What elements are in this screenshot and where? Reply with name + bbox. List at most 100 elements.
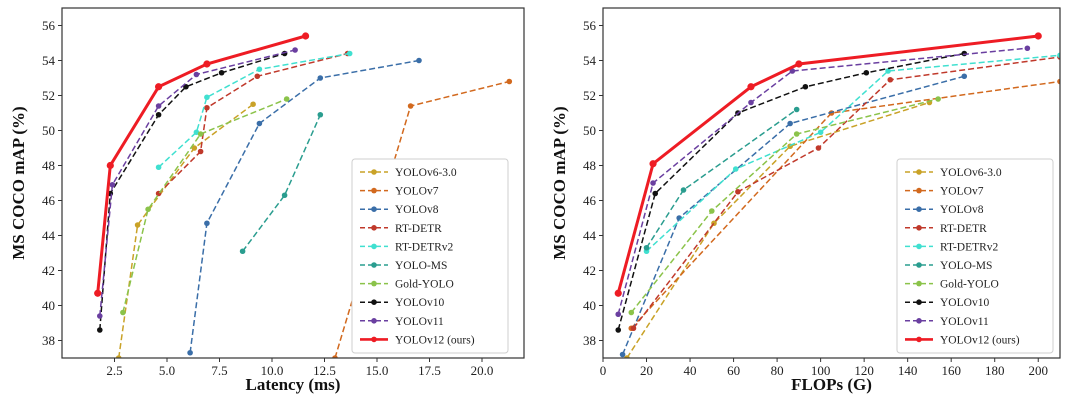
legend-marker-gold-yolo bbox=[371, 280, 377, 287]
data-point-yolov6-3-0 bbox=[115, 355, 122, 358]
x-axis-label: Latency (ms) bbox=[246, 375, 341, 394]
legend-label-yolov10: YOLOv10 bbox=[940, 297, 989, 309]
series-line-yolov10 bbox=[99, 52, 285, 331]
data-point-gold-yolo bbox=[145, 206, 151, 213]
data-point-rt-detr bbox=[254, 73, 261, 80]
flops-panel: 38 40 42 44 46 48 50 52 54 56 0 20 40 60 80 100 120 140 16… bbox=[550, 7, 1061, 394]
x-tick-label: 180 bbox=[985, 363, 1005, 378]
data-point-rt-detr bbox=[204, 104, 210, 111]
latency-panel: 38 40 42 44 46 48 50 52 54 56 2.5 5.0 7.5 10.0 12.5 15.… bbox=[9, 7, 525, 394]
x-tick-label: 160 bbox=[941, 363, 961, 378]
x-axis-label: FLOPs (G) bbox=[791, 375, 872, 394]
legend-marker-yolov8 bbox=[916, 206, 922, 212]
data-point-yolov11 bbox=[193, 71, 200, 78]
series-group bbox=[94, 32, 513, 358]
series-line-yolo-ms bbox=[242, 114, 321, 252]
y-tick-label: 56 bbox=[583, 18, 597, 33]
data-point-yolov11 bbox=[292, 47, 298, 53]
y-tick-label: 52 bbox=[42, 88, 55, 103]
data-point-yolov8 bbox=[787, 120, 793, 127]
series-group bbox=[614, 32, 1060, 358]
plot-frame bbox=[61, 7, 525, 359]
legend-label-yolov11: YOLOv11 bbox=[395, 316, 444, 328]
data-point-yolov6-3-0 bbox=[250, 101, 256, 108]
data-point-yolov10 bbox=[802, 83, 809, 90]
series-line-yolo-ms bbox=[645, 108, 798, 249]
x-tick-label: 40 bbox=[684, 363, 697, 378]
x-tick-label: 120 bbox=[854, 363, 874, 378]
x-tick-label: 5.0 bbox=[159, 363, 175, 378]
y-tick-label: 54 bbox=[42, 53, 56, 68]
data-point-yolov11 bbox=[650, 180, 656, 186]
data-point-yolov11 bbox=[1024, 45, 1031, 52]
legend-label-yolov7: YOLOv7 bbox=[395, 186, 439, 198]
legend-marker-yolov6-3-0 bbox=[916, 169, 922, 175]
data-point-gold-yolo bbox=[628, 309, 635, 316]
plot-frame bbox=[602, 7, 1061, 359]
legend-marker-yolov7 bbox=[371, 187, 377, 194]
legend-marker-yolov6-3-0 bbox=[371, 169, 377, 175]
x-tick-label: 15.0 bbox=[366, 363, 389, 378]
data-point-yolov8 bbox=[961, 73, 968, 80]
legend-label-yolov7: YOLOv7 bbox=[940, 186, 984, 198]
x-tick-label: 10.0 bbox=[261, 363, 284, 378]
legend-marker-yolov12-ours bbox=[916, 336, 922, 343]
x-tick-label: 200 bbox=[1028, 363, 1048, 378]
legend-marker-rt-detrv2 bbox=[916, 243, 922, 250]
data-point-yolov8 bbox=[619, 351, 626, 358]
legend-marker-rt-detr bbox=[916, 225, 922, 231]
data-point-yolov7 bbox=[1057, 78, 1060, 85]
data-point-rt-detr bbox=[735, 188, 741, 195]
legend-label-rt-detrv2: RT-DETRv2 bbox=[940, 241, 999, 253]
legend-label-yolov8: YOLOv8 bbox=[940, 204, 984, 216]
data-point-yolov7 bbox=[506, 78, 513, 85]
legend-label-yolov6-3-0: YOLOv6-3.0 bbox=[395, 167, 457, 179]
data-point-gold-yolo bbox=[793, 131, 800, 137]
data-point-yolov12-ours bbox=[649, 160, 657, 168]
legend-marker-yolov7 bbox=[916, 187, 922, 194]
data-point-gold-yolo bbox=[120, 309, 126, 316]
data-point-yolov10 bbox=[218, 69, 225, 76]
legend-marker-gold-yolo bbox=[916, 280, 922, 287]
legend-label-yolo-ms: YOLO-MS bbox=[395, 260, 447, 272]
data-point-yolov11 bbox=[155, 103, 162, 109]
legend-marker-yolov8 bbox=[371, 206, 377, 212]
data-point-yolov12-ours bbox=[795, 60, 803, 68]
y-tick-label: 50 bbox=[42, 123, 55, 138]
data-point-yolov7 bbox=[407, 103, 414, 109]
legend-marker-yolo-ms bbox=[371, 262, 377, 268]
data-point-yolov12-ours bbox=[614, 289, 622, 297]
legend: YOLOv6-3.0 YOLOv7 YOLOv8 RT-DETR RT-DETRv2 YO… bbox=[351, 158, 509, 354]
y-tick-label: 54 bbox=[583, 53, 597, 68]
x-tick-label: 140 bbox=[898, 363, 918, 378]
data-point-yolov12-ours bbox=[155, 83, 163, 91]
x-tick-label: 7.5 bbox=[211, 363, 227, 378]
y-tick-label: 46 bbox=[583, 193, 597, 208]
data-point-yolov8 bbox=[256, 120, 263, 127]
data-point-rt-detrv2 bbox=[193, 129, 200, 136]
x-tick-label: 80 bbox=[771, 363, 784, 378]
y-tick-label: 56 bbox=[42, 18, 56, 33]
series-line-yolov10 bbox=[617, 52, 965, 331]
legend-box bbox=[896, 158, 1054, 354]
data-point-rt-detrv2 bbox=[817, 129, 824, 136]
series-line-rt-detrv2 bbox=[158, 52, 350, 168]
data-point-yolov12-ours bbox=[1034, 32, 1042, 40]
data-point-rt-detrv2 bbox=[1057, 52, 1060, 59]
y-axis-label: MS COCO mAP (%) bbox=[9, 106, 28, 259]
legend-marker-yolov11 bbox=[371, 318, 377, 324]
x-tick-label: 0 bbox=[600, 363, 607, 378]
data-point-gold-yolo bbox=[935, 96, 941, 102]
y-tick-label: 48 bbox=[42, 158, 55, 173]
data-point-yolov12-ours bbox=[106, 161, 114, 170]
legend-marker-yolov10 bbox=[371, 299, 377, 306]
data-point-rt-detrv2 bbox=[155, 164, 162, 171]
data-point-rt-detrv2 bbox=[256, 66, 263, 73]
data-point-yolov12-ours bbox=[203, 60, 211, 68]
y-tick-label: 40 bbox=[583, 298, 596, 313]
data-point-rt-detr bbox=[887, 76, 894, 83]
data-point-yolov8 bbox=[317, 75, 324, 81]
data-point-rt-detr bbox=[630, 325, 637, 332]
y-tick-label: 40 bbox=[42, 298, 55, 313]
legend-marker-rt-detrv2 bbox=[371, 243, 377, 250]
